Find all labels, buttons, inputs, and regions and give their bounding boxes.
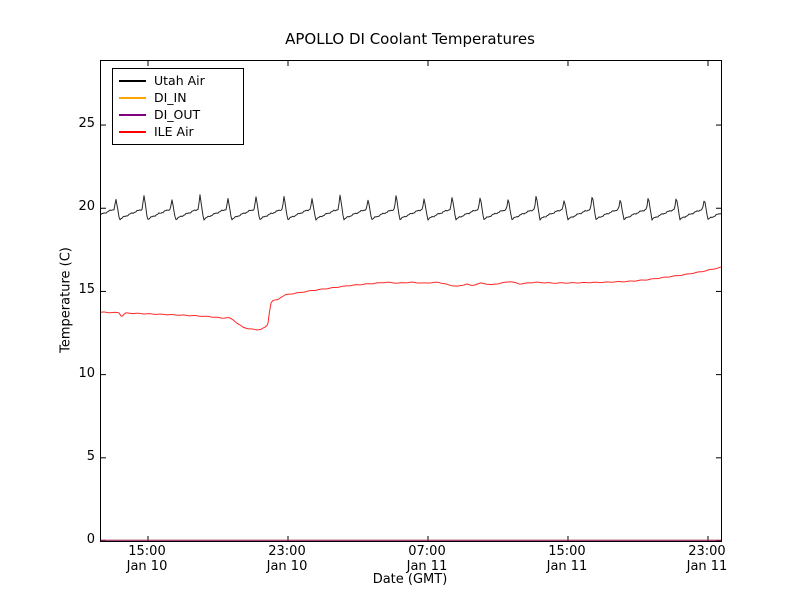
x-tick-date: Jan 10 (126, 559, 168, 574)
y-tick-label: 15 (78, 282, 95, 298)
y-tick-label: 25 (78, 116, 95, 132)
legend-line-sample (119, 130, 146, 133)
x-tick-time: 07:00 (408, 544, 446, 559)
x-tick-label: 07:00 Jan 11 (391, 544, 463, 574)
x-tick-date: Jan 11 (686, 559, 728, 574)
legend-item: ILE Air (119, 123, 235, 140)
legend-line-sample (119, 113, 146, 116)
y-tick-label: 20 (78, 199, 95, 215)
series-ile-air (101, 266, 721, 331)
chart-legend: Utah Air DI_IN DI_OUT ILE Air (112, 68, 244, 145)
x-tick-time: 15:00 (548, 544, 586, 559)
x-tick-time: 15:00 (128, 544, 166, 559)
legend-item: DI_OUT (119, 106, 235, 123)
legend-line-sample (119, 96, 146, 99)
series-utah-air (101, 194, 721, 221)
legend-item: Utah Air (119, 72, 235, 89)
x-axis-label: Date (GMT) (372, 572, 448, 587)
x-tick-label: 15:00 Jan 11 (531, 544, 603, 574)
y-tick-label: 5 (86, 448, 95, 464)
x-tick-time: 23:00 (688, 544, 726, 559)
legend-label: ILE Air (154, 124, 194, 139)
legend-item: DI_IN (119, 89, 235, 106)
legend-label: Utah Air (154, 73, 205, 88)
x-tick-date: Jan 10 (266, 559, 308, 574)
y-axis-label: Temperature (C) (58, 247, 74, 353)
legend-label: DI_IN (154, 90, 187, 105)
x-tick-time: 23:00 (268, 544, 306, 559)
y-tick-label: 0 (86, 532, 95, 547)
plot-area: Utah Air DI_IN DI_OUT ILE Air (100, 60, 722, 542)
y-tick-label: 10 (78, 365, 95, 381)
plot-canvas (101, 61, 721, 541)
legend-line-sample (119, 79, 146, 82)
x-tick-label: 23:00 Jan 10 (251, 544, 323, 574)
chart-title: APOLLO DI Coolant Temperatures (285, 30, 535, 48)
x-tick-date: Jan 11 (546, 559, 588, 574)
x-tick-label: 15:00 Jan 10 (111, 544, 183, 574)
x-tick-date: Jan 11 (406, 559, 448, 574)
x-tick-label: 23:00 Jan 11 (671, 544, 743, 574)
legend-label: DI_OUT (154, 107, 201, 122)
